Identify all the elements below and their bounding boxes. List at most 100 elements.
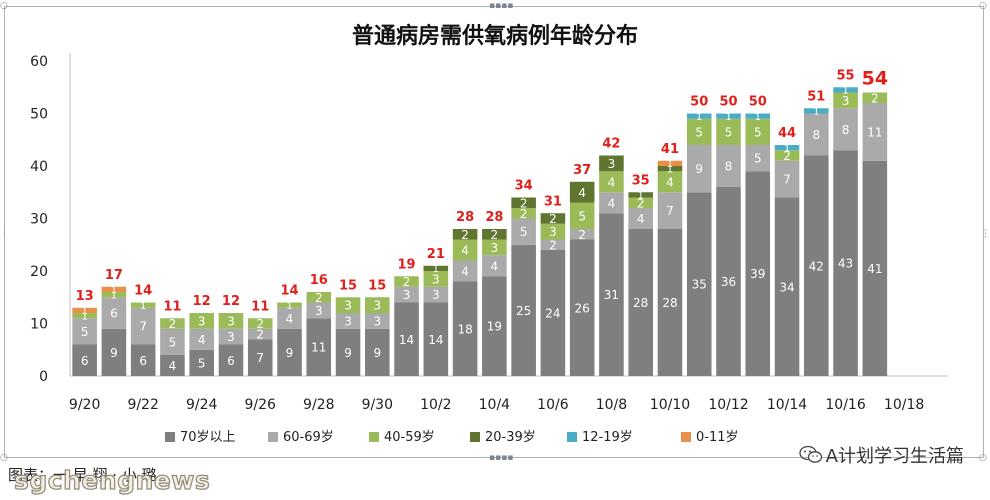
bar-segment xyxy=(862,92,888,103)
bar-total-label: 19 xyxy=(398,257,416,272)
bar-segment xyxy=(335,313,361,329)
bar-segment-label: 34 xyxy=(779,280,794,294)
bar-segment-label: 3 xyxy=(549,225,557,239)
bar-total-label: 42 xyxy=(602,137,620,152)
resize-handle-bottom-right[interactable]: ○ xyxy=(979,453,987,463)
bar-segment-label: 14 xyxy=(428,333,443,347)
y-tick-label: 50 xyxy=(30,107,48,123)
bar-segment-label: 3 xyxy=(608,157,616,171)
bar-segment-label: 4 xyxy=(608,196,616,210)
bar-segment xyxy=(745,171,771,376)
bar-segment-label: 9 xyxy=(110,346,118,360)
bar-total-label: 13 xyxy=(76,289,94,304)
bar-total-label: 55 xyxy=(837,68,855,83)
bar-segment-label: 5 xyxy=(81,325,89,339)
x-tick-label: 10/18 xyxy=(884,397,924,413)
bar-segment-label: 2 xyxy=(549,238,557,252)
bar-segment xyxy=(657,192,683,229)
bar-segment-label: 2 xyxy=(256,328,264,342)
bar-segment-label: 14 xyxy=(399,333,414,347)
bar-segment xyxy=(452,229,478,240)
wechat-icon xyxy=(799,445,822,463)
x-tick-label: 10/8 xyxy=(596,397,627,413)
bar-segment xyxy=(101,297,127,329)
bar-segment-label: 7 xyxy=(666,204,674,218)
bar-segment-label: 5 xyxy=(754,152,762,166)
legend-item: 12-19岁 xyxy=(567,426,633,445)
bar-segment xyxy=(452,260,478,282)
bar-segment-label: 18 xyxy=(457,322,472,336)
bar-segment-label: 6 xyxy=(139,354,147,368)
bar-segment xyxy=(745,113,771,119)
bar-segment-label: 6 xyxy=(110,307,118,321)
bar-segment-label: 1 xyxy=(842,86,848,97)
bar-segment xyxy=(686,113,712,119)
bar-total-label: 14 xyxy=(280,284,298,299)
bar-segment-label: 2 xyxy=(169,317,177,331)
bar-segment xyxy=(628,229,653,376)
bar-segment xyxy=(423,302,449,376)
wechat-account-name: A计划学习生活篇 xyxy=(825,446,964,467)
legend-item: 70岁以上 xyxy=(165,426,236,445)
bar-segment xyxy=(189,349,214,376)
bar-total-label: 14 xyxy=(134,284,152,299)
bar-segment xyxy=(628,192,653,198)
x-tick-label: 9/22 xyxy=(127,397,158,413)
bar-segment xyxy=(482,255,507,277)
resize-handle-top-left[interactable]: ○ xyxy=(0,1,8,11)
legend-swatch xyxy=(369,432,379,442)
bar-segment-label: 1 xyxy=(755,112,761,123)
bar-segment xyxy=(306,302,332,319)
x-tick-label: 9/26 xyxy=(245,397,277,413)
x-tick-label: 10/10 xyxy=(650,397,690,413)
watermark-text: sgchengnews xyxy=(13,465,211,495)
bar-total-label: 54 xyxy=(862,68,888,90)
bar-segment xyxy=(130,307,156,345)
bar-segment-label: 1 xyxy=(433,264,439,275)
legend-item: 0-11岁 xyxy=(681,426,739,445)
bar-segment-label: 3 xyxy=(373,314,381,328)
bar-segment xyxy=(745,145,771,172)
bar-total-label: 34 xyxy=(515,179,533,194)
bar-segment-label: 9 xyxy=(373,346,381,360)
bar-segment-label: 3 xyxy=(842,94,850,108)
legend-item: 60-69岁 xyxy=(268,426,334,445)
bar-segment-label: 8 xyxy=(725,160,733,174)
bar-segment-label: 11 xyxy=(311,341,326,355)
resize-handle-right[interactable]: ⋮ xyxy=(981,229,990,239)
resize-handle-bottom-left[interactable]: ○ xyxy=(0,453,8,463)
bar-segment xyxy=(599,171,624,193)
bar-segment-label: 4 xyxy=(666,175,674,189)
bar-segment xyxy=(306,292,332,303)
legend-swatch xyxy=(681,432,691,442)
bar-segment xyxy=(540,239,566,250)
bar-segment-label: 2 xyxy=(520,196,528,210)
legend-swatch xyxy=(268,432,278,442)
resize-handle-left[interactable]: ⋮ xyxy=(0,229,9,239)
y-tick-label: 20 xyxy=(30,264,48,280)
bar-segment-label: 3 xyxy=(403,288,411,302)
bar-segment xyxy=(101,286,127,292)
bar-segment xyxy=(833,108,858,151)
resize-handle-bottom[interactable]: ▪▪▪▪ xyxy=(489,453,514,463)
bar-segment xyxy=(160,355,185,376)
resize-handle-top[interactable]: ▪▪▪▪ xyxy=(489,1,514,11)
bar-segment xyxy=(657,160,683,166)
bar-segment xyxy=(804,113,829,156)
bar-segment xyxy=(511,208,536,219)
bar-segment-label: 8 xyxy=(842,123,850,137)
bar-segment-label: 5 xyxy=(725,125,733,139)
bar-total-label: 11 xyxy=(163,299,181,314)
legend-label: 60-69岁 xyxy=(283,430,334,445)
resize-handle-top-right[interactable]: ○ xyxy=(979,1,987,11)
bar-segment xyxy=(277,328,302,376)
bar-segment-label: 2 xyxy=(315,291,323,305)
x-tick-label: 10/4 xyxy=(479,397,511,413)
bar-segment-label: 1 xyxy=(111,285,117,296)
bar-segment-label: 25 xyxy=(516,304,531,318)
bar-segment-label: 3 xyxy=(198,314,206,328)
x-tick-label: 9/24 xyxy=(186,397,218,413)
bar-segment xyxy=(716,187,741,376)
bar-segment xyxy=(394,302,419,376)
